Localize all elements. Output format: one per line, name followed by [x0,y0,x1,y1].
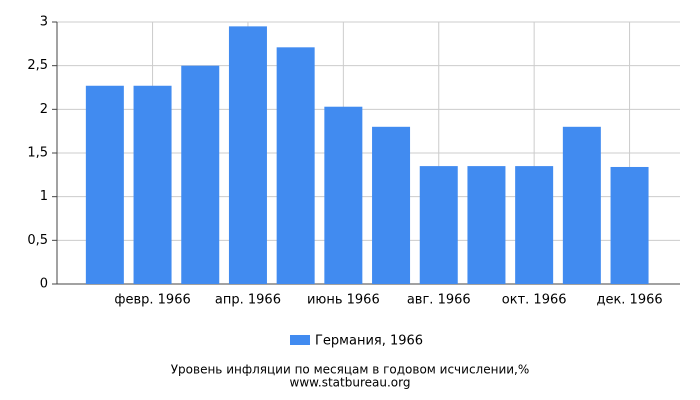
x-tick-label: февр. 1966 [114,293,190,308]
bar [276,47,315,285]
bar [85,85,124,285]
bar [515,166,554,284]
x-tick-label: июнь 1966 [307,293,380,308]
x-tick-label: апр. 1966 [215,293,281,308]
y-tick-label: 1 [40,189,48,204]
y-tick-label: 2 [40,102,48,117]
y-tick-label: 2,5 [27,58,48,73]
chart-title: Уровень инфляции по месяцам в годовом ис… [171,363,530,377]
x-tick-label: дек. 1966 [596,293,662,308]
bar [467,166,506,284]
bar [181,65,220,285]
x-tick-label: окт. 1966 [502,293,567,308]
bar [610,166,649,284]
chart-subtitle: www.statbureau.org [290,376,411,390]
bar [133,85,172,285]
y-tick-label: 3 [40,15,48,30]
bar [419,166,458,284]
bar [372,126,411,284]
y-tick-label: 1,5 [27,146,48,161]
bar [562,126,601,284]
legend-label: Германия, 1966 [315,334,423,349]
x-tick-label: авг. 1966 [407,293,471,308]
bar [324,106,363,284]
legend-swatch [290,335,310,345]
bar [228,26,267,284]
y-tick-label: 0,5 [27,233,48,248]
y-tick-label: 0 [40,277,48,292]
